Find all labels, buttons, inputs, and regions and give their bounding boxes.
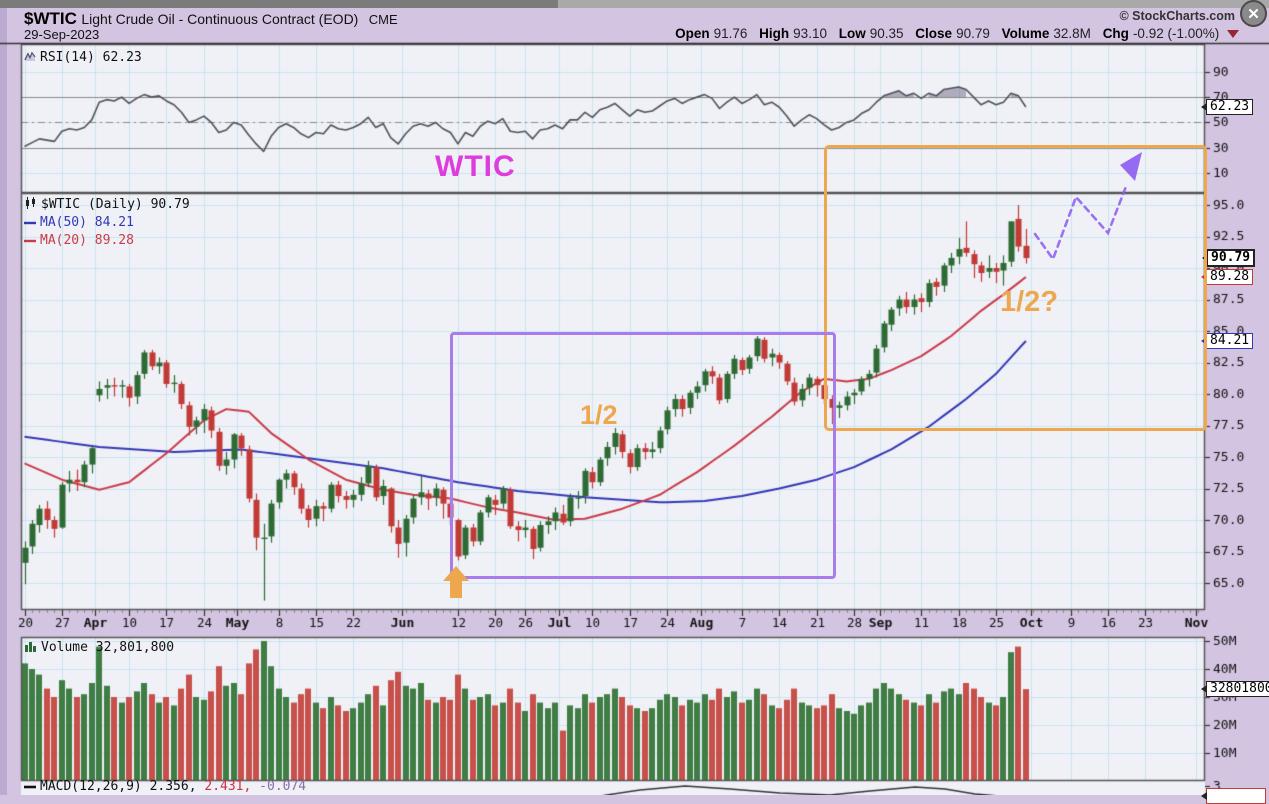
price-legend-text: $WTIC (Daily) 90.79	[41, 197, 190, 212]
annotation-zigzag-arrow-icon	[1033, 152, 1142, 262]
macd-value-1: 2.356,	[149, 779, 197, 794]
ma50-line-icon	[24, 215, 36, 232]
volume-bars-icon	[24, 641, 37, 656]
volume-legend: Volume 32,801,800	[24, 640, 174, 656]
ma50-legend: MA(50) 84.21	[24, 214, 190, 232]
macd-value-3: -0.074	[259, 779, 307, 794]
ma50-value-tag: 84.21	[1200, 333, 1254, 349]
rsi-legend: RSI(14) 62.23	[24, 50, 142, 66]
volume-current-tag: 32801800	[1201, 681, 1269, 697]
ma50-legend-text: MA(50) 84.21	[40, 215, 134, 230]
price-legend-symbol: $WTIC (Daily) 90.79	[24, 196, 190, 214]
annotation-wtic-label: WTIC	[435, 150, 516, 183]
annotation-half-label: 1/2	[580, 400, 618, 430]
ma20-value-tag: 89.28	[1200, 269, 1254, 285]
ma20-line-icon	[24, 233, 36, 250]
volume-legend-text: Volume 32,801,800	[41, 640, 175, 655]
annotation-up-arrow-icon	[443, 566, 469, 598]
macd-legend: MACD(12,26,9) 2.356, 2.431, -0.074	[24, 779, 306, 795]
macd-line-icon	[24, 780, 36, 795]
annotation-purple-rectangle	[450, 332, 836, 579]
macd-legend-name: MACD(12,26,9)	[40, 779, 142, 794]
candlestick-icon	[24, 197, 37, 214]
macd-value-2: 2.431,	[204, 779, 252, 794]
macd-current-tag-clipped	[1201, 788, 1266, 804]
rsi-current-tag: 62.23	[1200, 99, 1254, 115]
ma20-legend: MA(20) 89.28	[24, 232, 190, 250]
price-legend: $WTIC (Daily) 90.79 MA(50) 84.21 MA(20) …	[24, 196, 190, 250]
rsi-legend-text: RSI(14) 62.23	[40, 50, 142, 65]
rsi-indicator-icon	[24, 51, 36, 66]
annotation-orange-rectangle	[824, 145, 1207, 431]
ma20-legend-text: MA(20) 89.28	[40, 233, 134, 248]
close-price-tag: 90.79	[1201, 249, 1256, 267]
annotation-half-question-label: 1/2?	[1000, 286, 1059, 318]
